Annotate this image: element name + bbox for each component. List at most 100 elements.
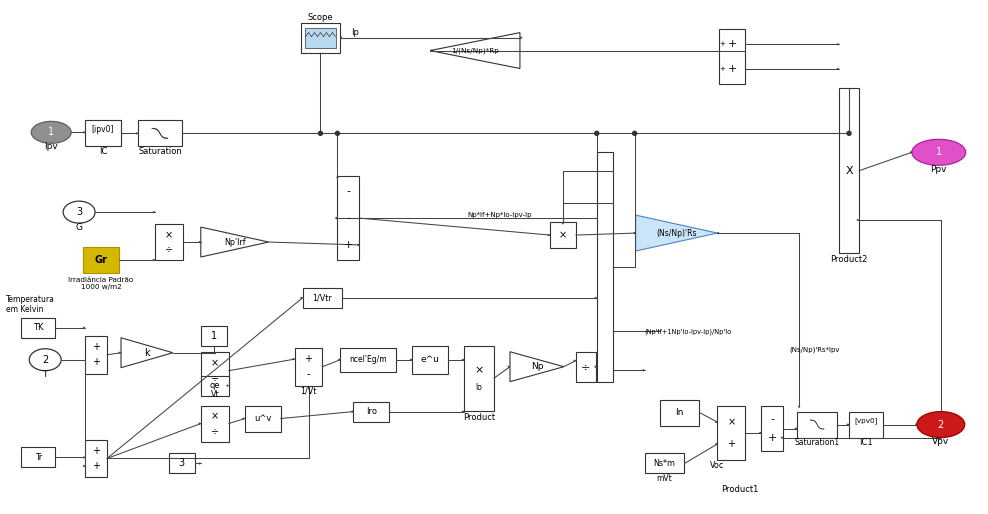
Text: +: +	[728, 64, 737, 74]
Text: 1/(Ns/Np)*Rp: 1/(Ns/Np)*Rp	[452, 47, 499, 54]
Text: Ppv: Ppv	[931, 165, 947, 174]
Text: Saturation: Saturation	[138, 147, 182, 156]
Text: Saturation1: Saturation1	[794, 438, 840, 447]
Text: Temperatura: Temperatura	[6, 296, 55, 304]
Bar	[550, 222, 576, 248]
Text: IC: IC	[99, 147, 108, 156]
Bar	[85, 439, 107, 478]
Text: ncel'Eg/m: ncel'Eg/m	[350, 355, 387, 364]
Text: Tr: Tr	[35, 453, 41, 462]
Ellipse shape	[63, 201, 95, 223]
Bar	[576, 352, 596, 382]
Text: Vt: Vt	[210, 390, 219, 399]
Text: +: +	[728, 39, 737, 49]
Polygon shape	[635, 215, 717, 251]
Text: In: In	[676, 408, 684, 417]
Text: +: +	[344, 240, 353, 250]
Text: +: +	[92, 357, 100, 368]
Bar	[201, 406, 228, 442]
Text: ÷: ÷	[210, 426, 218, 436]
Bar	[341, 348, 396, 372]
Text: Gr: Gr	[95, 255, 108, 265]
Text: T: T	[42, 370, 47, 379]
Text: +: +	[727, 439, 735, 449]
Text: 1: 1	[936, 148, 942, 157]
Text: Vpv: Vpv	[932, 437, 949, 446]
Bar	[354, 401, 389, 421]
Bar	[464, 346, 494, 411]
Text: X: X	[845, 166, 853, 176]
Bar	[719, 29, 745, 84]
Text: Product: Product	[463, 413, 495, 422]
Text: [ipv0]: [ipv0]	[92, 125, 115, 134]
Bar	[660, 399, 700, 426]
Text: Np*If+Np*Io-Ipv-Ip: Np*If+Np*Io-Ipv-Ip	[467, 212, 532, 218]
Text: Ns*m: Ns*m	[653, 459, 676, 468]
Text: Product1: Product1	[720, 485, 758, 494]
Bar	[839, 88, 859, 253]
Text: 3: 3	[76, 207, 82, 217]
Text: G: G	[76, 223, 83, 232]
Text: ×: ×	[474, 365, 484, 375]
Bar	[717, 406, 745, 461]
Text: -: -	[347, 213, 351, 223]
Text: Voc: Voc	[710, 461, 724, 470]
Text: -: -	[771, 414, 775, 425]
Text: +: +	[92, 446, 100, 456]
Bar	[85, 336, 107, 374]
Bar	[762, 406, 783, 451]
Text: 1/Vtr: 1/Vtr	[312, 293, 332, 302]
Polygon shape	[121, 338, 173, 368]
Bar	[302, 288, 343, 308]
Text: ÷: ÷	[210, 373, 218, 383]
Text: em Kelvin: em Kelvin	[6, 305, 43, 315]
Text: qe: qe	[209, 381, 220, 390]
Text: 1/Vt: 1/Vt	[300, 386, 317, 395]
Circle shape	[318, 132, 322, 135]
Bar	[22, 448, 55, 467]
Circle shape	[595, 132, 599, 135]
Text: +: +	[304, 354, 312, 364]
Text: 1: 1	[48, 127, 54, 137]
Text: +: +	[92, 342, 100, 352]
Text: Irradiância Padrão: Irradiância Padrão	[68, 277, 133, 283]
Text: Iro: Iro	[366, 407, 376, 416]
Bar	[304, 28, 337, 48]
Text: k: k	[144, 348, 150, 358]
Text: (Ns/Np)'Rs*Ipv: (Ns/Np)'Rs*Ipv	[789, 346, 840, 353]
Text: +: +	[768, 433, 777, 443]
Circle shape	[336, 132, 340, 135]
Text: mVt: mVt	[657, 474, 673, 483]
Circle shape	[847, 132, 851, 135]
Text: e^u: e^u	[421, 355, 440, 364]
Text: Ipv: Ipv	[44, 142, 58, 151]
Text: u^v: u^v	[254, 414, 272, 423]
Text: 2: 2	[42, 355, 48, 365]
Text: TK: TK	[33, 323, 43, 333]
Bar	[644, 453, 685, 473]
Text: Ip: Ip	[352, 28, 360, 37]
Bar	[138, 120, 182, 146]
Text: Io: Io	[475, 383, 482, 392]
Bar	[849, 412, 883, 437]
Text: ×: ×	[210, 358, 218, 368]
Polygon shape	[510, 352, 564, 382]
Text: ÷: ÷	[581, 362, 591, 372]
Bar	[294, 348, 322, 386]
Ellipse shape	[912, 139, 965, 165]
Polygon shape	[430, 32, 520, 68]
Circle shape	[632, 132, 636, 135]
Bar	[201, 326, 226, 346]
Text: (Ns/Np)'Rs: (Ns/Np)'Rs	[656, 229, 697, 237]
Text: ÷: ÷	[165, 244, 173, 254]
Bar	[169, 453, 195, 473]
Text: -: -	[347, 186, 351, 196]
Text: [vpv0]: [vpv0]	[855, 417, 877, 424]
Text: 3: 3	[179, 458, 185, 468]
Text: 2: 2	[938, 419, 944, 430]
Bar	[797, 412, 837, 437]
Bar	[300, 23, 341, 52]
Text: ×: ×	[727, 417, 735, 427]
Ellipse shape	[32, 121, 71, 143]
Text: +: +	[719, 66, 725, 72]
